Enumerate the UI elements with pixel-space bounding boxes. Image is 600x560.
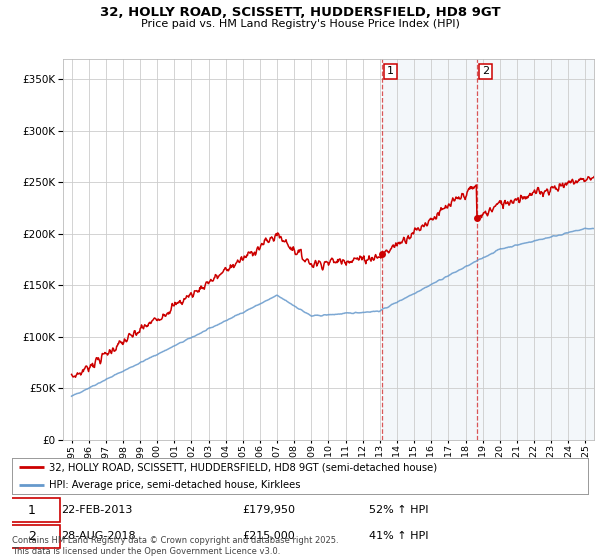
FancyBboxPatch shape [4, 498, 60, 522]
Text: 32, HOLLY ROAD, SCISSETT, HUDDERSFIELD, HD8 9GT (semi-detached house): 32, HOLLY ROAD, SCISSETT, HUDDERSFIELD, … [49, 463, 437, 472]
Text: Contains HM Land Registry data © Crown copyright and database right 2025.
This d: Contains HM Land Registry data © Crown c… [12, 536, 338, 556]
Text: 1: 1 [387, 67, 394, 76]
Text: 28-AUG-2018: 28-AUG-2018 [61, 531, 136, 542]
Text: HPI: Average price, semi-detached house, Kirklees: HPI: Average price, semi-detached house,… [49, 480, 301, 490]
FancyBboxPatch shape [4, 525, 60, 548]
Bar [476, 59, 594, 440]
Text: 41% ↑ HPI: 41% ↑ HPI [369, 531, 428, 542]
Text: Price paid vs. HM Land Registry's House Price Index (HPI): Price paid vs. HM Land Registry's House … [140, 19, 460, 29]
Text: 2: 2 [482, 67, 489, 76]
Text: 32, HOLLY ROAD, SCISSETT, HUDDERSFIELD, HD8 9GT: 32, HOLLY ROAD, SCISSETT, HUDDERSFIELD, … [100, 6, 500, 18]
Text: 2: 2 [28, 530, 35, 543]
Text: 22-FEB-2013: 22-FEB-2013 [61, 505, 133, 515]
Text: 52% ↑ HPI: 52% ↑ HPI [369, 505, 428, 515]
Bar [382, 59, 476, 440]
Text: £215,000: £215,000 [242, 531, 295, 542]
Text: 1: 1 [28, 503, 35, 517]
Text: £179,950: £179,950 [242, 505, 295, 515]
